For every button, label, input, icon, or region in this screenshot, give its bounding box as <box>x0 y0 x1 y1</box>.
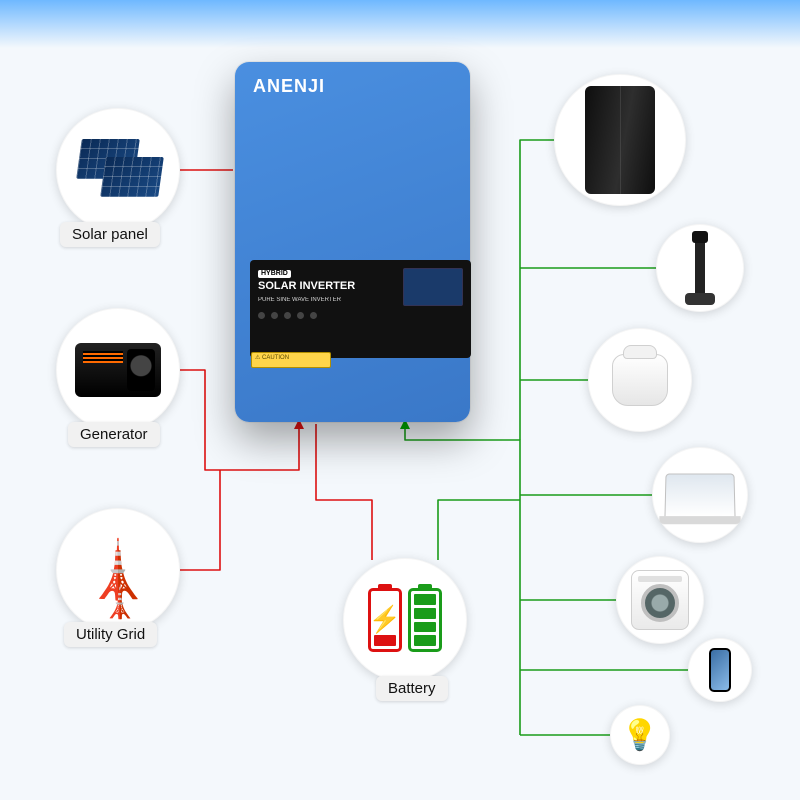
inverter-body <box>235 62 470 422</box>
cooker-icon <box>612 354 668 406</box>
laptop-icon <box>664 474 735 518</box>
solar-node <box>56 108 180 232</box>
bulb-icon: 💡 <box>621 718 658 753</box>
battery-node: ⚡ <box>343 558 467 682</box>
cooker-node <box>588 328 692 432</box>
grid-label: Utility Grid <box>64 622 157 647</box>
generator-label: Generator <box>68 422 160 447</box>
inverter-control-panel: HYBRIDSOLAR INVERTERPURE SINE WAVE INVER… <box>250 260 471 358</box>
inverter-logo: ANENJI <box>253 76 325 97</box>
washer-node <box>616 556 704 644</box>
vacuum-icon <box>695 237 705 299</box>
battery-label: Battery <box>376 676 448 701</box>
fridge-node <box>554 74 686 206</box>
phone-node <box>688 638 752 702</box>
grid-node: 🗼🗼 <box>56 508 180 632</box>
diagram-stage: ANENJI HYBRIDSOLAR INVERTERPURE SINE WAVE… <box>0 0 800 800</box>
inverter-caution-label: ⚠ CAUTION <box>251 352 331 368</box>
generator-node <box>56 308 180 432</box>
solar-label: Solar panel <box>60 222 160 247</box>
laptop-node <box>652 447 748 543</box>
phone-icon <box>709 648 731 692</box>
fridge-icon <box>585 86 655 194</box>
bulb-node: 💡 <box>610 705 670 765</box>
washer-icon <box>631 570 689 630</box>
vacuum-node <box>656 224 744 312</box>
